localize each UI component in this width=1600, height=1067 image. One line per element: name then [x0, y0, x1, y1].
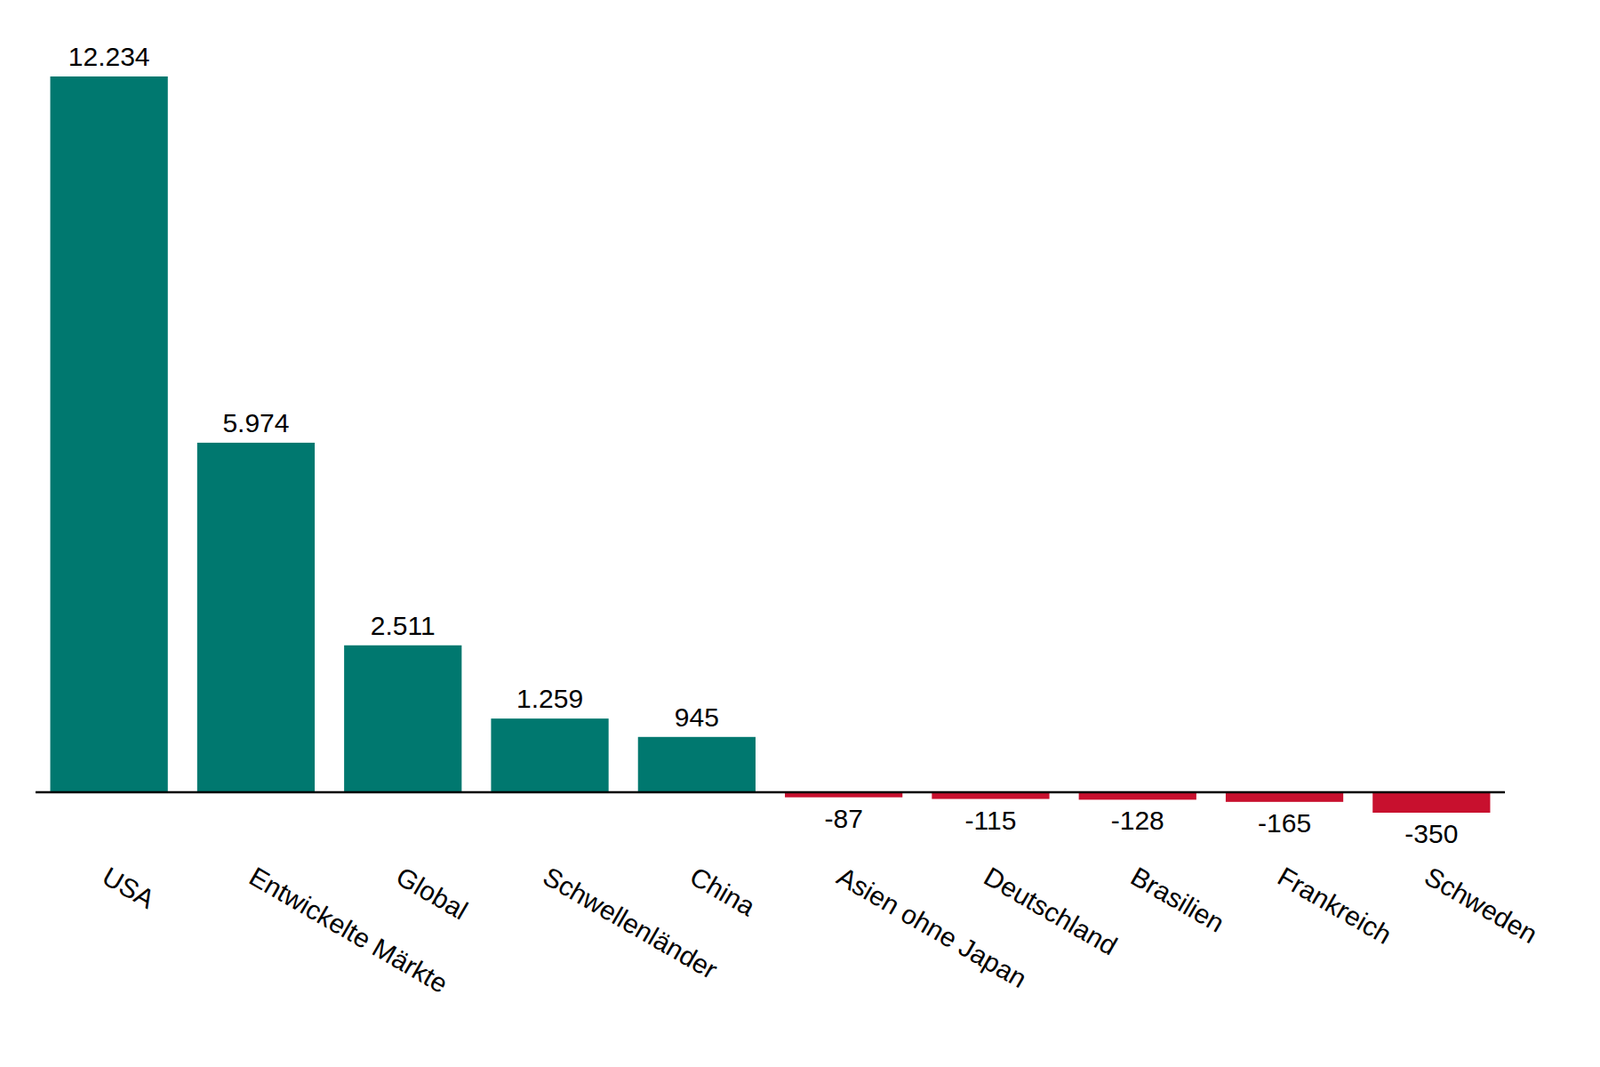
axis-line	[35, 791, 1505, 794]
bar	[50, 76, 168, 792]
bar	[344, 645, 462, 792]
data-label: 945	[674, 702, 720, 732]
tick: USA	[97, 861, 160, 914]
tick: Schweden	[1419, 861, 1543, 950]
data-label: 2.511	[370, 610, 436, 640]
tick: Global	[391, 861, 473, 926]
tick-label: Deutschland	[978, 861, 1122, 961]
x-axis: USAEntwickelte MärkteGlobalSchwellenländ…	[35, 792, 1543, 999]
tick-label: China	[685, 861, 761, 922]
bar	[1372, 792, 1490, 813]
tick: Brasilien	[1126, 861, 1230, 938]
tick-label: USA	[97, 861, 160, 914]
bar	[1225, 792, 1344, 802]
bar	[197, 442, 315, 792]
data-label: 1.259	[516, 683, 584, 713]
tick: China	[685, 861, 761, 922]
tick: Deutschland	[978, 861, 1122, 961]
data-label: 12.234	[68, 41, 151, 72]
data-label: -87	[824, 803, 863, 833]
data-labels: 12.234 5.974 2.511 1.259 945 -87 -115 -128 -165 -…	[68, 41, 1459, 848]
bar	[490, 718, 608, 792]
tick: Frankreich	[1272, 861, 1397, 950]
tick-label: Schweden	[1419, 861, 1543, 950]
data-label: 5.974	[222, 408, 289, 438]
bar	[1079, 792, 1197, 800]
tick-label: Global	[391, 861, 473, 926]
chart: USAEntwickelte MärkteGlobalSchwellenländ…	[0, 0, 1600, 1067]
data-label: -165	[1257, 808, 1312, 838]
tick-label: Brasilien	[1126, 861, 1230, 938]
bars	[50, 76, 1491, 813]
data-label: -350	[1404, 818, 1458, 848]
bar	[638, 736, 756, 792]
data-label: -128	[1111, 805, 1165, 835]
tick-label: Frankreich	[1272, 861, 1397, 950]
data-label: -115	[965, 805, 1017, 835]
